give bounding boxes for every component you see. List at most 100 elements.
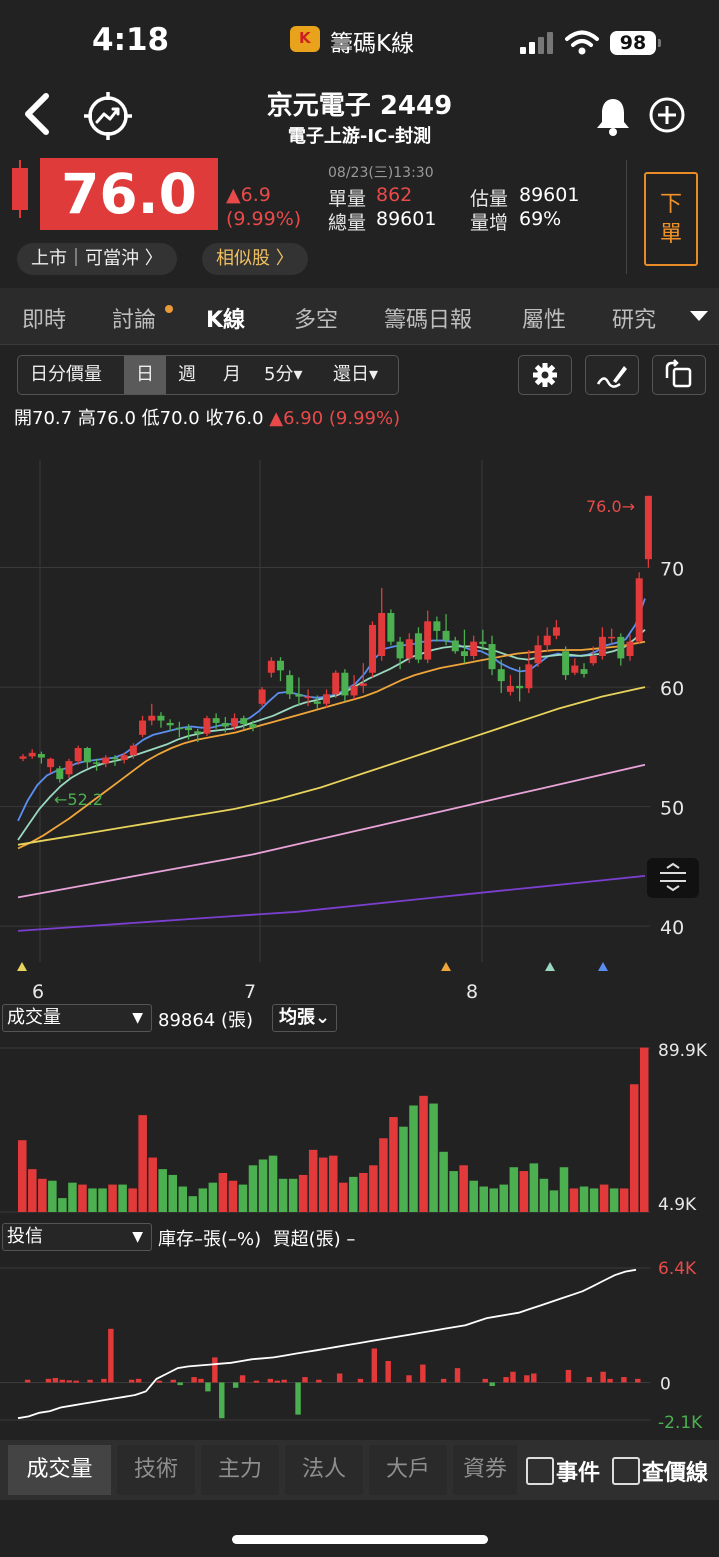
- price-line-checkbox[interactable]: [612, 1457, 640, 1485]
- period-week[interactable]: 週: [178, 364, 196, 385]
- volume-bar: [379, 1138, 388, 1212]
- net-buy-bar: [205, 1382, 211, 1392]
- caret-down-icon: [690, 311, 708, 321]
- tab-kline[interactable]: K線: [206, 308, 246, 333]
- bottom-tab-major[interactable]: 主力: [201, 1445, 279, 1495]
- order-button-bottom: 單: [659, 222, 682, 247]
- draw-tool-button[interactable]: [585, 355, 639, 395]
- tab-discussion[interactable]: 討論: [112, 308, 157, 333]
- avg-lot-button[interactable]: 均張⌄: [272, 1004, 338, 1032]
- volume-chart[interactable]: 89.9K 4.9K: [0, 1036, 719, 1216]
- event-checkbox-label: 事件: [556, 1461, 601, 1486]
- chart-settings-button[interactable]: [518, 355, 572, 395]
- add-icon[interactable]: [648, 96, 686, 134]
- bottom-tab-margin[interactable]: 資券: [453, 1445, 517, 1495]
- volume-bar: [439, 1151, 448, 1212]
- caret-down-icon: ▼: [132, 1229, 143, 1245]
- bottom-tab-technical[interactable]: 技術: [117, 1445, 195, 1495]
- similar-stocks-pill[interactable]: 相似股 〉: [202, 243, 308, 275]
- volume-bar: [18, 1140, 27, 1212]
- candle-body: [424, 621, 432, 660]
- institution-indicator-select[interactable]: 投信 ▼: [2, 1223, 152, 1251]
- bottom-tab-institution[interactable]: 法人: [285, 1445, 363, 1495]
- net-buy-bar: [87, 1379, 93, 1383]
- net-buy-bar: [212, 1357, 218, 1383]
- net-buy-bar: [253, 1380, 260, 1383]
- net-buy-bar: [177, 1382, 183, 1386]
- net-buy-bar: [239, 1375, 246, 1383]
- period-5min[interactable]: 5分▾: [264, 364, 303, 385]
- volume-bar: [78, 1184, 87, 1212]
- candle-body: [56, 768, 64, 780]
- net-buy-bar: [219, 1382, 225, 1419]
- net-buy-bar: [503, 1377, 509, 1383]
- candle-body: [414, 633, 422, 660]
- tab-realtime[interactable]: 即時: [22, 308, 67, 333]
- volume-bar: [619, 1188, 629, 1212]
- net-buy-bar: [128, 1379, 135, 1383]
- candle-body: [93, 762, 101, 764]
- mini-candle-icon: [12, 168, 28, 210]
- net-buy-bar: [316, 1379, 322, 1383]
- net-buy-bar: [600, 1371, 606, 1383]
- net-buy-bar: [191, 1377, 197, 1383]
- volume-bar: [389, 1117, 398, 1212]
- y-tick-label: 60: [660, 678, 684, 700]
- kline-chart[interactable]: 40 50 60 70 76.0→ ←52.2 6 7 8: [0, 430, 719, 1005]
- bottom-tab-big-holder[interactable]: 大戶: [369, 1445, 447, 1495]
- candle-body: [598, 636, 606, 656]
- bottom-tab-volume[interactable]: 成交量: [8, 1445, 111, 1495]
- volume-bar: [278, 1178, 288, 1212]
- volume-bar: [549, 1190, 559, 1212]
- period-month[interactable]: 月: [223, 364, 241, 385]
- candle-body: [562, 651, 570, 676]
- chart-zoom-handle[interactable]: [647, 858, 699, 898]
- rotate-screen-button[interactable]: [652, 355, 706, 395]
- y-tick-label: -2.1K: [658, 1413, 703, 1433]
- candle-body: [552, 627, 560, 636]
- tab-chip-daily[interactable]: 籌碼日報: [384, 308, 473, 333]
- event-checkbox[interactable]: [526, 1457, 554, 1485]
- status-bar: [0, 0, 719, 80]
- battery-icon: 98: [610, 31, 661, 55]
- volume-increase-label: 量增: [470, 212, 509, 234]
- tab-long-short[interactable]: 多空: [294, 308, 339, 333]
- net-buy-bar: [267, 1378, 274, 1383]
- tab-attributes[interactable]: 屬性: [522, 308, 567, 333]
- volume-bar: [228, 1180, 238, 1212]
- volume-bar: [218, 1173, 228, 1212]
- discussion-notify-dot: [165, 305, 173, 313]
- net-buy-bar: [232, 1382, 239, 1388]
- rotate-icon: [665, 359, 692, 388]
- net-buy-bar: [66, 1380, 72, 1383]
- candle-body: [304, 696, 312, 699]
- volume-indicator-select[interactable]: 成交量 ▼: [2, 1004, 152, 1032]
- y-tick-label: 4.9K: [658, 1195, 697, 1215]
- volume-bar: [409, 1105, 418, 1212]
- restore-adjust-select[interactable]: 還日▾: [333, 364, 379, 385]
- candle-body: [635, 578, 643, 642]
- volume-bar: [288, 1178, 298, 1212]
- period-intraday[interactable]: 日分價量: [30, 364, 102, 385]
- bell-icon[interactable]: [594, 96, 632, 136]
- volume-bar: [489, 1188, 499, 1212]
- net-buy-bar: [302, 1377, 308, 1383]
- tab-more-button[interactable]: [680, 288, 719, 344]
- volume-bar: [128, 1188, 137, 1212]
- order-button[interactable]: 下 單: [644, 172, 698, 266]
- institution-chart[interactable]: 6.4K 0 -2.1K: [0, 1254, 719, 1434]
- volume-bar: [98, 1188, 107, 1212]
- stock-category: 電子上游-IC-封測: [287, 126, 432, 147]
- tab-bar: 即時 討論 K線 多空 籌碼日報 屬性 研究: [0, 288, 719, 345]
- trend-target-icon[interactable]: [84, 92, 132, 140]
- volume-bar: [108, 1184, 117, 1212]
- candle-body: [451, 640, 459, 652]
- candle-body: [332, 672, 340, 695]
- candle-body: [120, 755, 128, 760]
- tab-research[interactable]: 研究: [612, 308, 657, 333]
- est-volume-label: 估量: [470, 188, 509, 210]
- market-status-pill[interactable]: 上市｜可當沖 〉: [17, 243, 177, 275]
- back-icon[interactable]: [22, 92, 52, 136]
- y-tick-label: 50: [660, 798, 684, 820]
- period-day[interactable]: 日: [124, 356, 166, 394]
